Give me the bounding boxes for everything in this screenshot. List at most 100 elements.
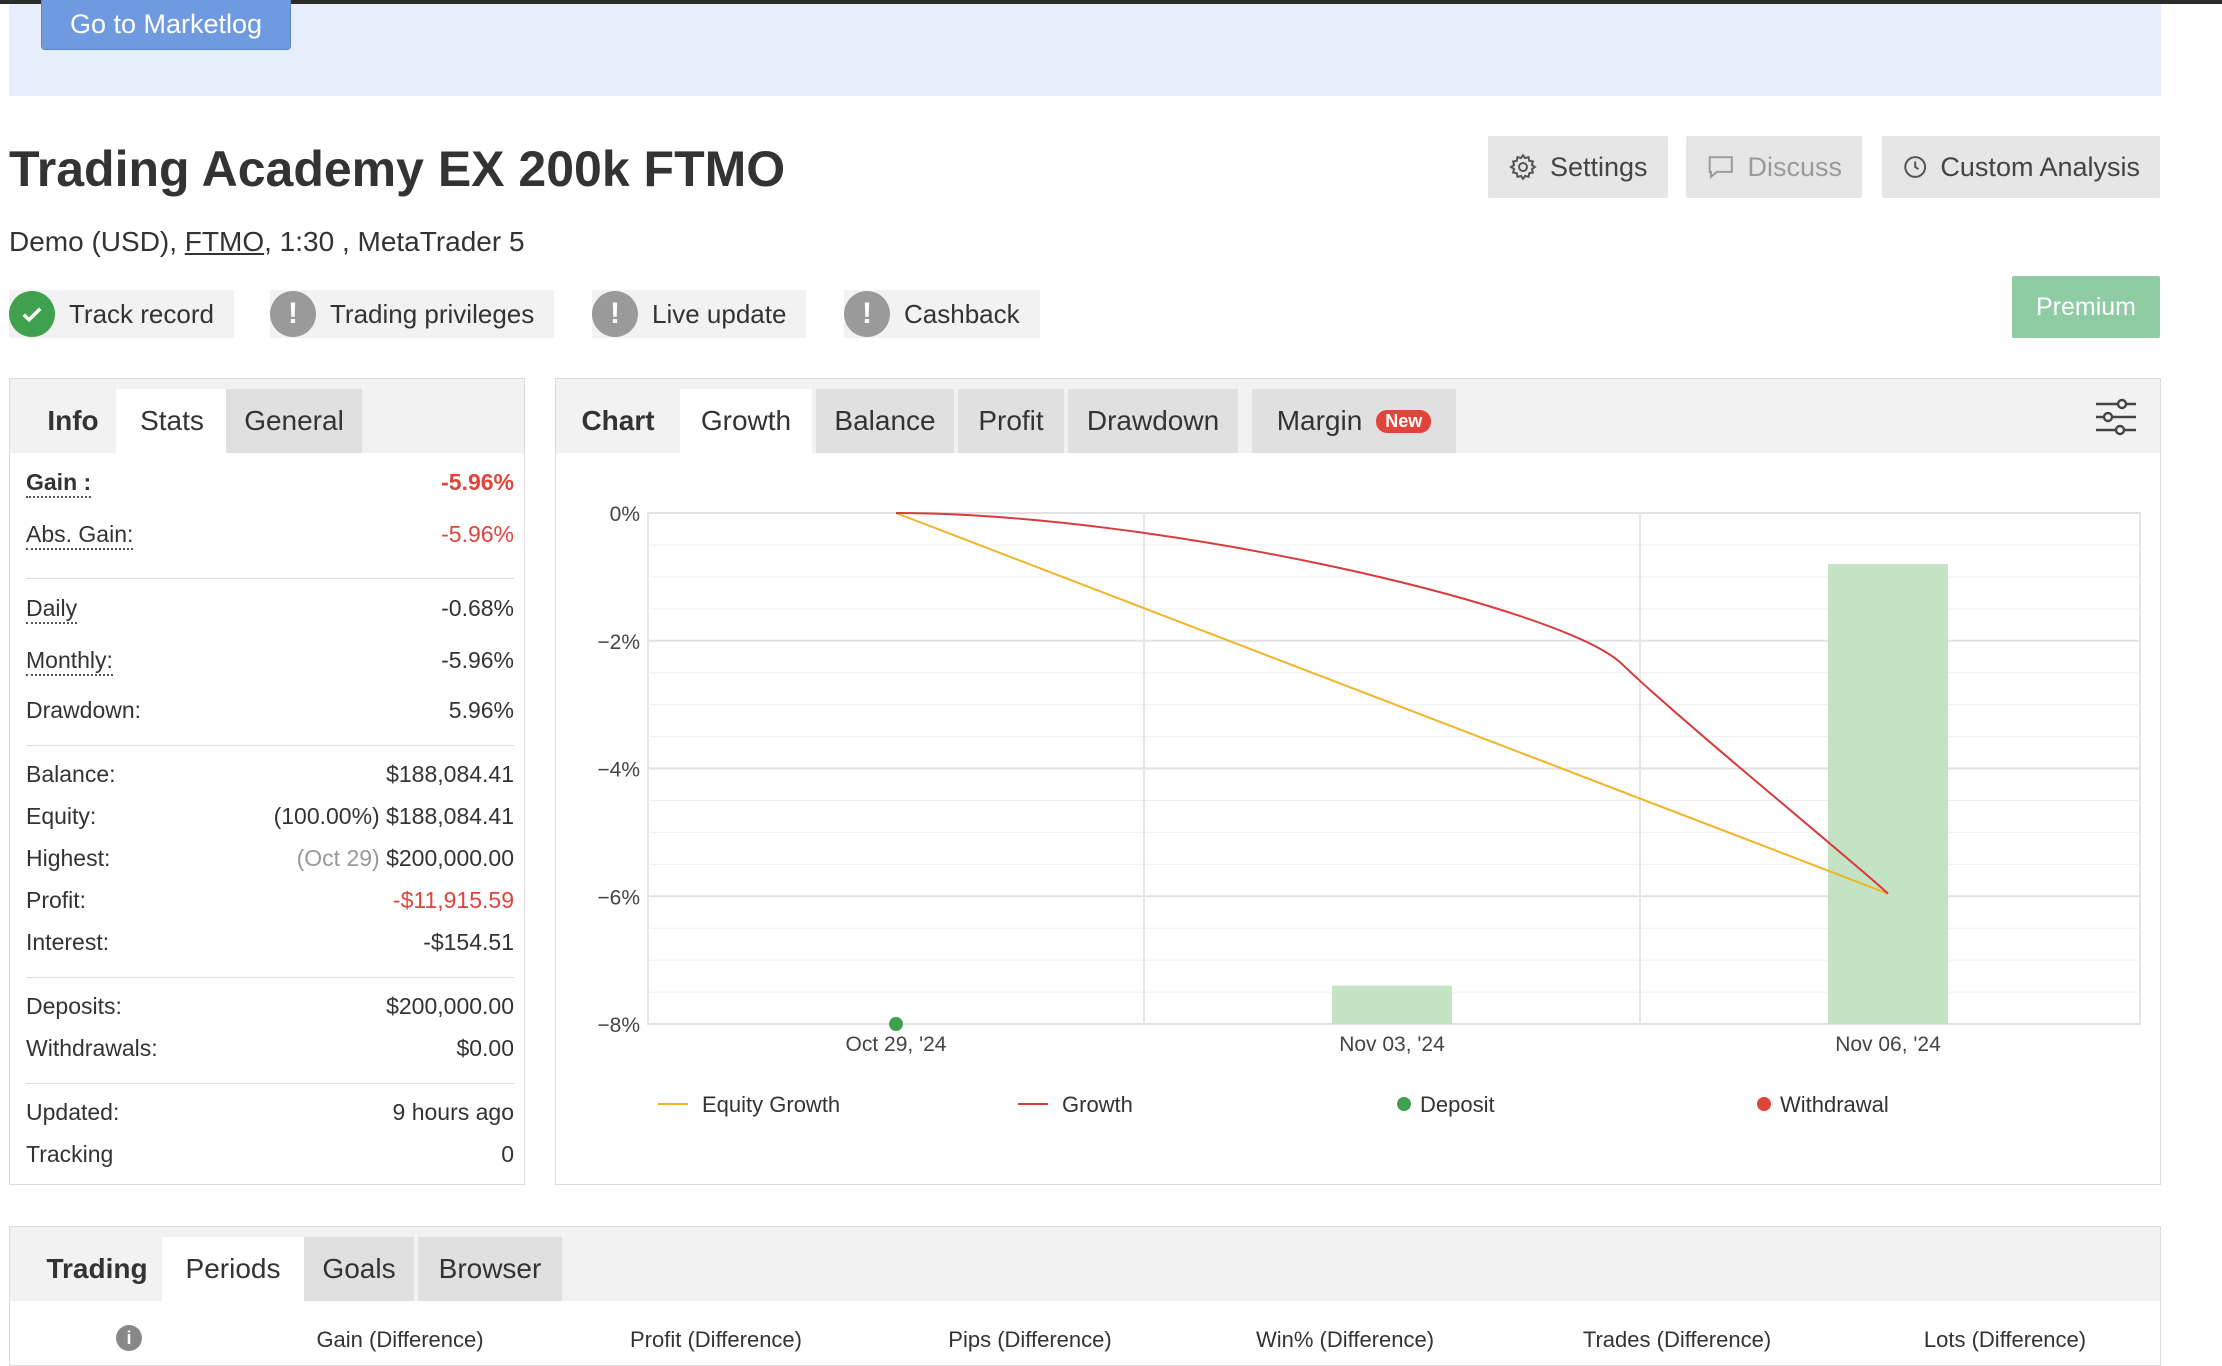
page-title: Trading Academy EX 200k FTMO <box>9 141 786 197</box>
stat-value: 5.96% <box>448 697 514 723</box>
badge-label: Track record <box>69 298 214 329</box>
stat-label: Updated: <box>26 1099 120 1125</box>
stat-label: Profit: <box>26 887 87 913</box>
legend-item-growth: Growth <box>1018 1092 1133 1117</box>
equity-amount: $188,084.41 <box>386 803 514 829</box>
column-pips[interactable]: Pips (Difference) <box>948 1327 1112 1352</box>
stat-label: Drawdown: <box>26 697 142 723</box>
equity-percent: (100.00%) <box>273 803 380 829</box>
stat-label: Balance: <box>26 761 116 787</box>
divider <box>26 578 514 579</box>
stat-label[interactable]: Gain : <box>26 469 92 498</box>
discuss-label: Discuss <box>1747 151 1842 182</box>
subtitle-suffix: , 1:30 , MetaTrader 5 <box>264 226 525 257</box>
stat-balance: Balance: $188,084.41 <box>26 761 514 797</box>
legend-item-deposit: Deposit <box>1397 1092 1495 1117</box>
badge-live-update[interactable]: ! Live update <box>592 290 807 338</box>
stat-label[interactable]: Daily <box>26 595 78 624</box>
tab-drawdown[interactable]: Drawdown <box>1068 389 1238 453</box>
premium-button[interactable]: Premium <box>2012 276 2160 338</box>
legend-swatch <box>1757 1097 1771 1111</box>
stat-value: (100.00%) $188,084.41 <box>274 803 514 830</box>
stat-tracking: Tracking 0 <box>26 1141 514 1177</box>
stat-value: (Oct 29) $200,000.00 <box>297 845 514 872</box>
divider <box>26 745 514 746</box>
tab-stats[interactable]: Stats <box>116 389 228 453</box>
tab-general[interactable]: General <box>226 389 362 453</box>
stat-label[interactable]: Monthly: <box>26 647 113 676</box>
filter-settings-icon[interactable] <box>2094 397 2138 437</box>
stat-highest: Highest: (Oct 29) $200,000.00 <box>26 845 514 881</box>
bar-nov0324 <box>1332 985 1452 1024</box>
series-equity-growth <box>895 512 1889 895</box>
stat-value: $200,000.00 <box>386 993 514 1019</box>
stat-updated: Updated: 9 hours ago <box>26 1099 514 1135</box>
column-lots[interactable]: Lots (Difference) <box>1923 1327 2087 1352</box>
badge-track-record[interactable]: Track record <box>9 290 234 338</box>
gear-icon <box>1509 153 1537 181</box>
custom-analysis-button[interactable]: Custom Analysis <box>1882 136 2160 198</box>
tab-browser[interactable]: Browser <box>418 1237 562 1301</box>
stat-abs-gain: Abs. Gain: -5.96% <box>26 521 514 557</box>
legend-label: Deposit <box>1420 1092 1495 1117</box>
go-to-marketlog-button[interactable]: Go to Marketlog <box>41 0 291 50</box>
stats-tabs: Info Stats General <box>10 379 524 453</box>
stat-label: Deposits: <box>26 993 122 1019</box>
stat-deposits: Deposits: $200,000.00 <box>26 993 514 1029</box>
column-gain[interactable]: Gain (Difference) <box>316 1327 484 1352</box>
broker-link[interactable]: FTMO <box>184 226 265 257</box>
x-tick-label: Nov 06, '24 <box>1835 1033 1941 1056</box>
stat-equity: Equity: (100.00%) $188,084.41 <box>26 803 514 839</box>
tab-periods[interactable]: Periods <box>162 1237 304 1301</box>
badge-trading-privileges[interactable]: ! Trading privileges <box>270 290 555 338</box>
y-tick-label: −8% <box>597 1014 640 1037</box>
stat-value: $188,084.41 <box>386 761 514 787</box>
new-badge: New <box>1376 409 1432 433</box>
stat-withdrawals: Withdrawals: $0.00 <box>26 1035 514 1071</box>
tab-margin-label: Margin <box>1276 405 1363 436</box>
stats-panel: Info Stats General Gain : -5.96% Abs. Ga… <box>9 378 525 1185</box>
legend-label: Equity Growth <box>702 1092 840 1117</box>
legend-item-withdrawal: Withdrawal <box>1757 1092 1889 1117</box>
exclamation-icon: ! <box>844 291 890 337</box>
tab-margin[interactable]: Margin New <box>1252 389 1456 453</box>
divider <box>26 977 514 978</box>
marker-deposit <box>889 1017 903 1031</box>
tab-profit[interactable]: Profit <box>958 389 1064 453</box>
stat-value: -5.96% <box>441 469 514 495</box>
bar-nov0624 <box>1828 564 1948 1024</box>
column-profit[interactable]: Profit (Difference) <box>630 1327 802 1352</box>
marketlog-banner: Go to Marketlog <box>9 0 2161 96</box>
stat-value: -0.68% <box>441 595 514 621</box>
tab-growth[interactable]: Growth <box>680 389 812 453</box>
column-trades[interactable]: Trades (Difference) <box>1582 1327 1772 1352</box>
y-tick-label: −6% <box>597 886 640 909</box>
tab-goals[interactable]: Goals <box>304 1237 414 1301</box>
discuss-button[interactable]: Discuss <box>1686 136 1862 198</box>
stat-value: $0.00 <box>456 1035 514 1061</box>
highest-date: (Oct 29) <box>296 845 380 871</box>
comment-icon <box>1708 156 1733 179</box>
tab-balance[interactable]: Balance <box>816 389 954 453</box>
stat-value: -$11,915.59 <box>392 887 514 913</box>
column-win[interactable]: Win% (Difference) <box>1255 1327 1435 1352</box>
stat-label: Highest: <box>26 845 111 871</box>
stat-daily: Daily -0.68% <box>26 595 514 631</box>
tab-trading[interactable]: Trading <box>46 1253 148 1284</box>
stat-profit: Profit: -$11,915.59 <box>26 887 514 923</box>
settings-button[interactable]: Settings <box>1488 136 1668 198</box>
stat-gain: Gain : -5.96% <box>26 469 514 505</box>
y-tick-label: 0% <box>610 503 640 526</box>
legend-label: Withdrawal <box>1780 1092 1889 1117</box>
settings-label: Settings <box>1550 151 1648 182</box>
trading-tabs: Trading Periods Goals Browser <box>10 1227 2160 1301</box>
badge-cashback[interactable]: ! Cashback <box>844 290 1040 338</box>
stat-label[interactable]: Abs. Gain: <box>26 521 134 550</box>
legend-item-equity-growth: Equity Growth <box>658 1092 840 1117</box>
highest-amount: $200,000.00 <box>386 845 514 871</box>
stat-drawdown: Drawdown: 5.96% <box>26 697 514 733</box>
chart-panel: Chart Growth Balance Profit Drawdown Mar… <box>555 378 2161 1185</box>
info-icon[interactable]: i <box>116 1325 142 1351</box>
tab-info[interactable]: Info <box>47 405 99 436</box>
account-subtitle: Demo (USD), FTMO, 1:30 , MetaTrader 5 <box>9 226 525 258</box>
